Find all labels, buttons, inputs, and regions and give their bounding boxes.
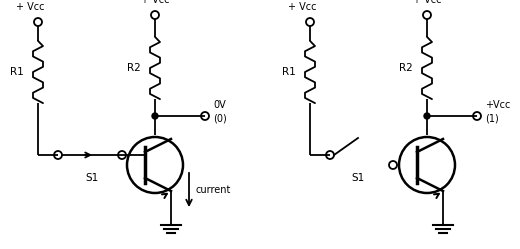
Text: + Vcc: + Vcc bbox=[288, 2, 316, 12]
Circle shape bbox=[424, 113, 430, 119]
Text: R2: R2 bbox=[399, 63, 413, 73]
Text: S1: S1 bbox=[85, 173, 99, 183]
Text: + Vcc: + Vcc bbox=[141, 0, 169, 5]
Text: 0V
(0): 0V (0) bbox=[213, 100, 227, 124]
Text: S1: S1 bbox=[352, 173, 365, 183]
Text: + Vcc: + Vcc bbox=[16, 2, 44, 12]
Text: + Vcc: + Vcc bbox=[413, 0, 441, 5]
Text: current: current bbox=[195, 185, 230, 195]
Circle shape bbox=[152, 113, 158, 119]
Text: R2: R2 bbox=[127, 63, 141, 73]
Text: R1: R1 bbox=[282, 67, 296, 77]
Text: +Vcc
(1): +Vcc (1) bbox=[485, 100, 510, 124]
Text: R1: R1 bbox=[10, 67, 24, 77]
